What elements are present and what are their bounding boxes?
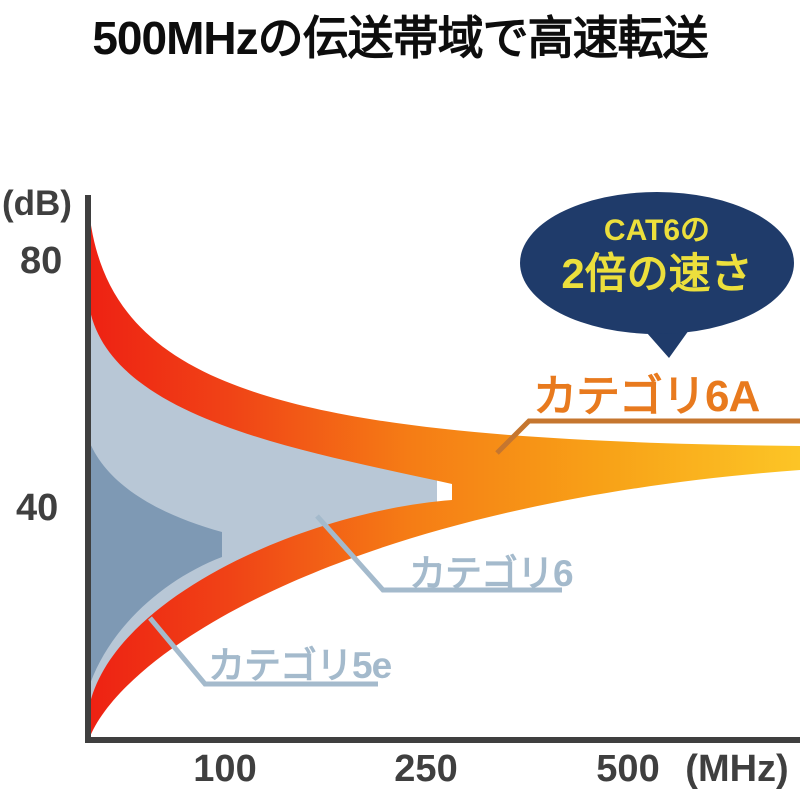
label-cat5e: カテゴリ5e [208, 645, 392, 686]
cat6a-band-shape [88, 198, 800, 742]
cat6a-leader-line [495, 418, 800, 455]
y-axis-unit-label: (dB) [2, 184, 72, 223]
callout-line2: 2倍の速さ [561, 250, 753, 297]
callout-bubble [520, 192, 794, 334]
axis-lines [85, 195, 800, 743]
cat5e-leader-line [148, 616, 378, 687]
label-cat6a: カテゴリ6A [533, 372, 760, 421]
callout-text: CAT6の 2倍の速さ [561, 213, 752, 299]
x-axis-unit-label: (MHz) [685, 748, 789, 790]
x-tick-500: 500 [596, 748, 660, 790]
y-tick-80: 80 [20, 240, 63, 282]
cat6-area-shape [88, 297, 437, 714]
label-cat6: カテゴリ6 [409, 553, 574, 594]
y-tick-40: 40 [16, 487, 59, 529]
cat5e-area-shape [88, 438, 222, 690]
callout-line1: CAT6の [603, 214, 711, 247]
cat6-leader-line [315, 514, 562, 593]
page-title: 500MHzの伝送帯域で高速転送 [92, 12, 708, 64]
x-tick-100: 100 [193, 748, 257, 790]
x-tick-250: 250 [394, 748, 458, 790]
